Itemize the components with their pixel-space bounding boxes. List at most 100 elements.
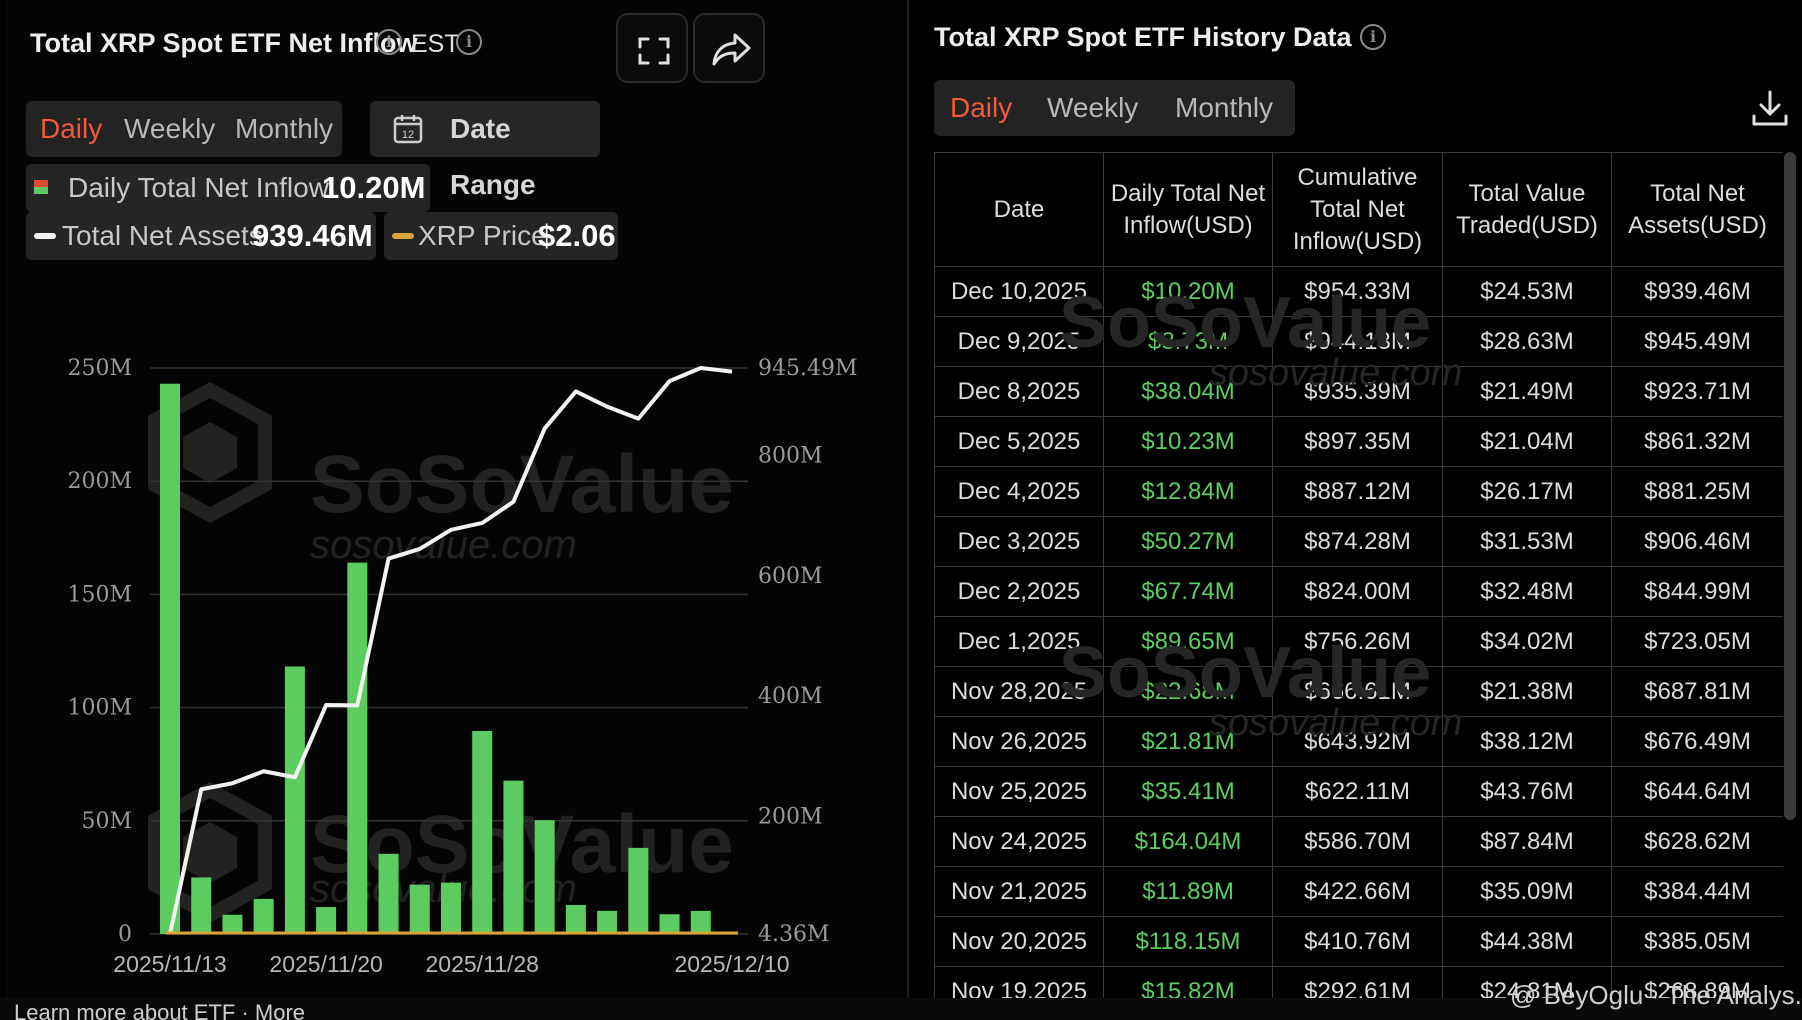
table-watermark-site: sosovalue.com: [1209, 352, 1463, 394]
cell-date: Nov 26,2025: [934, 716, 1104, 767]
chart-interval-tabs: Daily Weekly Monthly: [26, 101, 342, 157]
cell-date: Nov 20,2025: [934, 916, 1104, 967]
inflow-bar[interactable]: [160, 383, 180, 934]
cell-net-assets: $385.05M: [1611, 916, 1783, 967]
table-row[interactable]: Nov 21,2025 $11.89M $422.66M $35.09M $384.44…: [934, 866, 1783, 917]
y-right-tick-label: 945.49M: [758, 356, 858, 381]
table-row[interactable]: Nov 20,2025 $118.15M $410.76M $44.38M $385.0…: [934, 916, 1783, 967]
x-tick-label: 2025/12/10: [674, 951, 789, 977]
cell-daily-inflow: $67.74M: [1103, 566, 1273, 617]
table-row[interactable]: Dec 4,2025 $12.84M $887.12M $26.17M $881.25M: [934, 466, 1783, 517]
chart-title: Total XRP Spot ETF Net Inflow: [30, 28, 418, 58]
inflow-bar[interactable]: [191, 877, 212, 934]
history-tab-daily[interactable]: Daily: [950, 92, 1013, 123]
history-title: Total XRP Spot ETF History Data: [934, 22, 1352, 52]
table-row[interactable]: Nov 26,2025 $21.81M $643.92M $38.12M $676.49…: [934, 716, 1783, 767]
col-header-cumulative-inflow[interactable]: Cumulative Total Net Inflow(USD): [1272, 152, 1443, 267]
tab-daily[interactable]: Daily: [40, 113, 103, 144]
table-row[interactable]: Dec 3,2025 $50.27M $874.28M $31.53M $906.46M: [934, 516, 1783, 567]
tab-weekly[interactable]: Weekly: [124, 113, 216, 144]
download-icon[interactable]: [1748, 86, 1792, 130]
table-row[interactable]: Nov 25,2025 $35.41M $622.11M $43.76M $644.64…: [934, 766, 1783, 817]
y-left-tick-label: 150M: [67, 582, 132, 607]
fullscreen-button[interactable]: [616, 13, 688, 83]
table-row[interactable]: Dec 2,2025 $67.74M $824.00M $32.48M $844.99M: [934, 566, 1783, 617]
cell-cumulative-inflow: $897.35M: [1272, 416, 1443, 467]
history-interval-tabs: Daily Weekly Monthly: [934, 80, 1295, 136]
inflow-bar[interactable]: [284, 666, 305, 934]
cell-date: Dec 8,2025: [934, 366, 1104, 417]
cell-net-assets: $923.71M: [1611, 366, 1783, 417]
inflow-bar[interactable]: [659, 914, 680, 934]
watermark-site: sosovalue.com: [310, 523, 577, 567]
y-right-tick-label: 800M: [758, 443, 823, 468]
inflow-bar[interactable]: [441, 882, 461, 934]
cell-date: Dec 4,2025: [934, 466, 1104, 517]
table-row[interactable]: Dec 9,2025 $8.73M $944.13M $28.63M $945.49M: [934, 316, 1783, 367]
legend-xrp-price[interactable]: XRP Price $2.06: [384, 212, 618, 260]
cell-date: Nov 21,2025: [934, 866, 1104, 917]
cell-daily-inflow: $11.89M: [1103, 866, 1273, 917]
table-row[interactable]: Nov 19,2025 $15.82M $292.61M $24.81M $268.89…: [934, 966, 1783, 998]
inflow-bar[interactable]: [534, 820, 555, 934]
history-table-container[interactable]: Date Daily Total Net Inflow(USD) Cumulat…: [934, 152, 1783, 998]
inflow-bar[interactable]: [222, 914, 243, 934]
cell-net-assets: $906.46M: [1611, 516, 1783, 567]
inflow-bar[interactable]: [503, 780, 524, 934]
cell-cumulative-inflow: $422.66M: [1272, 866, 1443, 917]
share-button[interactable]: [693, 13, 765, 83]
cell-value-traded: $32.48M: [1442, 566, 1612, 617]
cell-cumulative-inflow: $622.11M: [1272, 766, 1443, 817]
col-header-value-traded[interactable]: Total Value Traded(USD): [1442, 152, 1612, 267]
cell-daily-inflow: $15.82M: [1103, 966, 1273, 998]
inflow-bar[interactable]: [628, 847, 649, 934]
table-row[interactable]: Dec 8,2025 $38.04M $935.39M $21.49M $923.71M: [934, 366, 1783, 417]
cell-daily-inflow: $21.81M: [1103, 716, 1273, 767]
inflow-bar[interactable]: [472, 731, 493, 934]
cell-net-assets: $676.49M: [1611, 716, 1783, 767]
inflow-bar[interactable]: [565, 904, 586, 934]
inflow-swatch-icon: [34, 180, 48, 194]
chart-y-ticks: 250M 200M 150M 100M 50M 0 945.49M 800M 600M 400M 2…: [67, 356, 857, 947]
table-row[interactable]: Dec 5,2025 $10.23M $897.35M $21.04M $861.32M: [934, 416, 1783, 467]
col-header-date[interactable]: Date: [934, 152, 1104, 267]
legend-total-assets[interactable]: Total Net Assets 939.46M: [26, 212, 376, 260]
watermark-logo-icon: [148, 382, 272, 523]
table-row[interactable]: Dec 1,2025 $89.65M $756.26M $34.02M $723.05M: [934, 616, 1783, 667]
inflow-bar[interactable]: [409, 884, 430, 934]
history-table-body: Dec 10,2025 $10.20M $954.33M $24.53M $939.46…: [934, 266, 1783, 998]
table-scrollbar[interactable]: [1784, 152, 1796, 820]
cell-cumulative-inflow: $586.70M: [1272, 816, 1443, 867]
inflow-chart: SoSoValue sosovalue.com SoSoValue sosova…: [67, 356, 857, 977]
cell-cumulative-inflow: $935.39M: [1272, 366, 1443, 417]
total-net-assets-line[interactable]: [168, 366, 733, 935]
date-range-button[interactable]: 12 Date Range: [370, 101, 600, 200]
tab-monthly[interactable]: Monthly: [235, 113, 334, 144]
y-right-tick-label: 200M: [758, 804, 823, 829]
cell-daily-inflow: $118.15M: [1103, 916, 1273, 967]
inflow-bar[interactable]: [597, 910, 618, 934]
footer-text[interactable]: Learn more about ETF · More: [14, 1000, 306, 1020]
cell-cumulative-inflow: $954.33M: [1272, 266, 1443, 317]
chart-watermark: SoSoValue sosovalue.com SoSoValue sosova…: [148, 382, 734, 923]
col-header-daily-inflow[interactable]: Daily Total Net Inflow(USD): [1103, 152, 1273, 267]
table-watermark-brand: SoSoValue: [1059, 283, 1432, 363]
history-tab-weekly[interactable]: Weekly: [1047, 92, 1139, 123]
legend-assets-value: 939.46M: [252, 218, 373, 253]
history-tab-monthly[interactable]: Monthly: [1175, 92, 1274, 123]
info-icon[interactable]: i: [376, 29, 402, 55]
legend-daily-inflow[interactable]: Daily Total Net Inflow 10.20M: [26, 164, 430, 212]
history-info-icon[interactable]: i: [1360, 24, 1386, 50]
inflow-bar[interactable]: [253, 898, 274, 934]
inflow-bar[interactable]: [690, 910, 711, 934]
inflow-bar[interactable]: [316, 907, 337, 934]
y-left-tick-label: 100M: [67, 696, 132, 721]
cell-value-traded: $26.17M: [1442, 466, 1612, 517]
inflow-bar[interactable]: [378, 853, 399, 934]
inflow-bar[interactable]: [347, 562, 368, 934]
col-header-net-assets[interactable]: Total Net Assets(USD): [1611, 152, 1783, 267]
timezone-info-icon[interactable]: i: [456, 29, 482, 55]
table-row[interactable]: Nov 24,2025 $164.04M $586.70M $87.84M $628.6…: [934, 816, 1783, 867]
price-swatch-icon: [392, 233, 414, 239]
cell-value-traded: $35.09M: [1442, 866, 1612, 917]
